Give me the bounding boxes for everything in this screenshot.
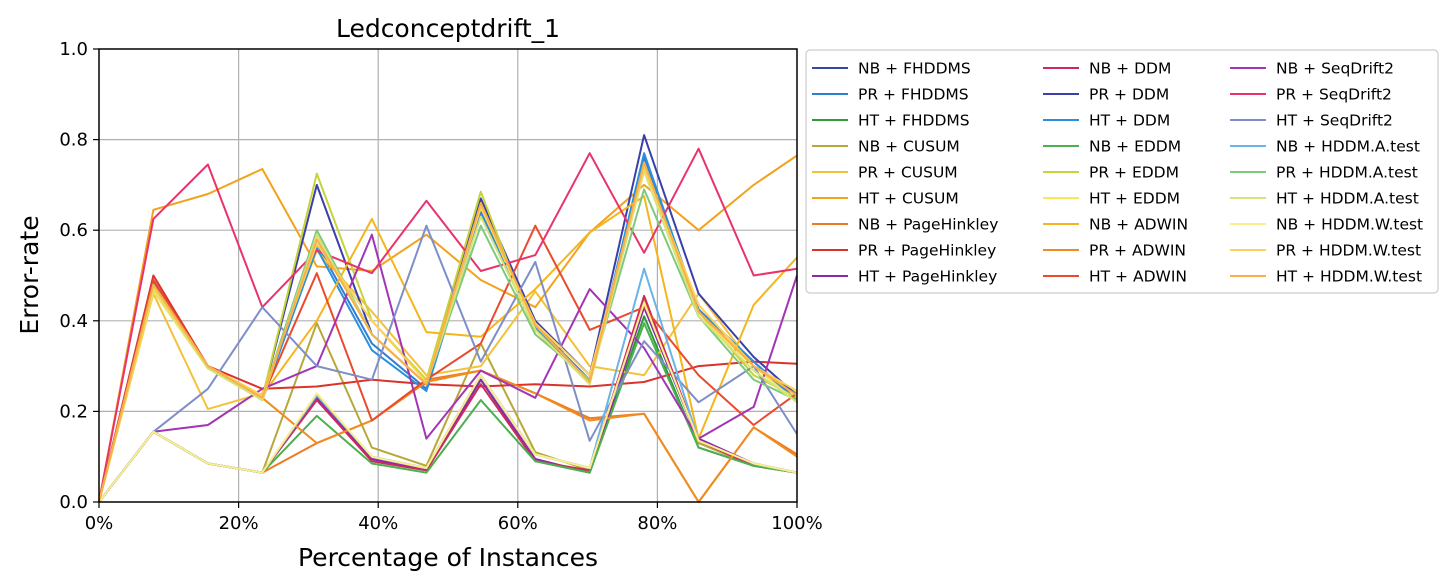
legend-label: NB + HDDM.W.test	[1276, 216, 1423, 234]
y-tick-label: 0.6	[59, 220, 88, 241]
legend-label: NB + SeqDrift2	[1276, 60, 1394, 78]
series-line-12	[98, 152, 798, 503]
x-tick-label: 100%	[771, 513, 822, 534]
plot-frame	[98, 48, 798, 503]
x-tick-label: 80%	[637, 513, 677, 534]
y-axis-ticks: 0.0 0.2 0.4 0.6 0.8 1.0	[59, 39, 99, 513]
legend: NB + FHDDMS PR + FHDDMS HT + FHDDMS NB + CU…	[805, 49, 1439, 294]
series-line-6	[98, 154, 798, 503]
series-line-23	[98, 188, 798, 503]
legend-label: PR + HDDM.A.test	[1276, 164, 1418, 182]
series-line-20	[98, 147, 798, 503]
legend-label: HT + FHDDMS	[858, 112, 970, 130]
legend-label: HT + SeqDrift2	[1276, 112, 1393, 130]
legend-label: NB + DDM	[1089, 60, 1171, 78]
series-line-25	[98, 301, 798, 503]
legend-label: PR + ADWIN	[1089, 242, 1186, 260]
series-line-19	[98, 233, 798, 503]
legend-label: NB + PageHinkley	[858, 216, 998, 234]
legend-label: PR + PageHinkley	[858, 242, 996, 260]
legend-label: NB + HDDM.A.test	[1276, 138, 1420, 156]
y-tick-label: 1.0	[59, 39, 88, 60]
legend-label: PR + EDDM	[1089, 164, 1179, 182]
y-tick-label: 0.8	[59, 130, 88, 151]
x-axis-label: Percentage of Instances	[298, 543, 598, 572]
series-line-1	[98, 306, 798, 503]
chart-title: Ledconceptdrift_1	[336, 14, 560, 43]
series-line-5	[98, 249, 798, 503]
legend-label: NB + FHDDMS	[858, 60, 971, 78]
legend-label: HT + PageHinkley	[858, 268, 997, 286]
legend-label: PR + DDM	[1089, 86, 1169, 104]
x-tick-label: 0%	[85, 513, 114, 534]
x-tick-label: 60%	[498, 513, 538, 534]
y-tick-label: 0.0	[59, 492, 88, 513]
legend-label: NB + ADWIN	[1089, 216, 1188, 234]
legend-label: PR + CUSUM	[858, 164, 958, 182]
legend-frame	[805, 49, 1439, 294]
series-line-2	[98, 156, 798, 503]
legend-label: HT + DDM	[1089, 112, 1170, 130]
y-axis-label: Error-rate	[15, 215, 44, 334]
legend-label: HT + EDDM	[1089, 190, 1180, 208]
legend-label: HT + ADWIN	[1089, 268, 1187, 286]
y-tick-label: 0.2	[59, 401, 88, 422]
series-line-16	[98, 195, 798, 503]
legend-label: NB + CUSUM	[858, 138, 960, 156]
legend-label: PR + HDDM.W.test	[1276, 242, 1421, 260]
y-tick-label: 0.4	[59, 311, 88, 332]
legend-label: HT + CUSUM	[858, 190, 959, 208]
legend-label: PR + SeqDrift2	[1276, 86, 1392, 104]
series-line-24	[98, 170, 798, 503]
legend-label: HT + HDDM.A.test	[1276, 190, 1419, 208]
series-layer	[98, 134, 798, 503]
legend-label: NB + EDDM	[1089, 138, 1181, 156]
x-tick-label: 40%	[358, 513, 398, 534]
series-line-27	[98, 161, 798, 503]
x-tick-label: 20%	[219, 513, 259, 534]
series-line-9	[98, 306, 798, 503]
legend-label: PR + FHDDMS	[858, 86, 969, 104]
x-axis-ticks: 0% 20% 40% 60% 80% 100%	[85, 502, 823, 534]
legend-label: HT + HDDM.W.test	[1276, 268, 1422, 286]
